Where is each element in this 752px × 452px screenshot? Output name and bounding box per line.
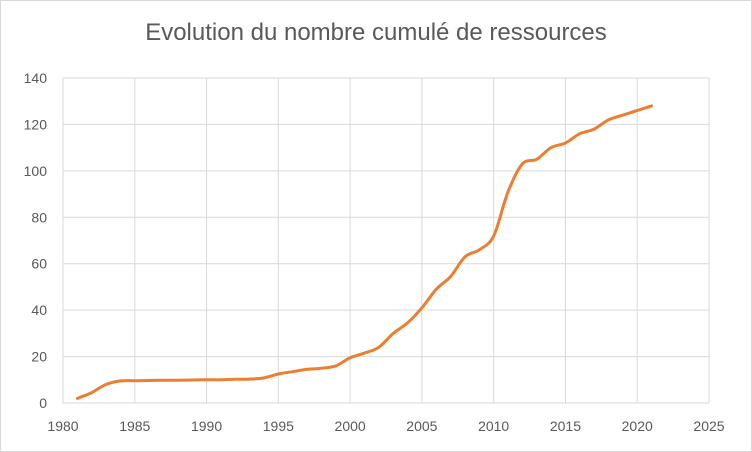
x-tick-label: 1995	[263, 418, 294, 434]
x-tick-label: 2015	[550, 418, 581, 434]
y-tick-label: 0	[39, 395, 47, 411]
x-tick-label: 1980	[47, 418, 78, 434]
y-gridlines	[63, 77, 709, 404]
y-tick-label: 120	[24, 116, 48, 132]
x-tick-label: 2000	[335, 418, 366, 434]
y-axis-tick-labels: 0 20 40 60 80 100 120 140	[24, 70, 48, 411]
x-gridlines	[62, 78, 710, 403]
y-tick-label: 60	[31, 256, 47, 272]
x-tick-label: 2020	[622, 418, 653, 434]
x-tick-label: 2025	[693, 418, 724, 434]
y-tick-label: 140	[24, 70, 48, 86]
data-series	[75, 104, 654, 400]
series-line	[75, 104, 654, 400]
x-tick-label: 2005	[406, 418, 437, 434]
y-tick-label: 40	[31, 302, 47, 318]
y-tick-label: 20	[31, 349, 47, 365]
y-tick-label: 100	[24, 163, 48, 179]
x-axis-tick-labels: 1980 1985 1990 1995 2000 2005 2010 2015 2020 2025	[47, 418, 724, 434]
x-tick-label: 2010	[478, 418, 509, 434]
chart-title: Evolution du nombre cumulé de ressources	[145, 19, 607, 46]
x-tick-label: 1990	[191, 418, 222, 434]
y-tick-label: 80	[31, 209, 47, 225]
x-tick-label: 1985	[119, 418, 150, 434]
